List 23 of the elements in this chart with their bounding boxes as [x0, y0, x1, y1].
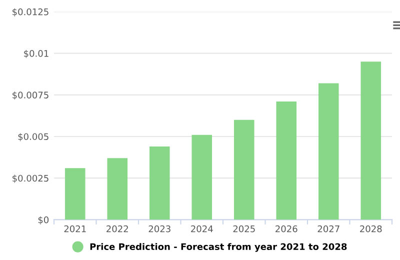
x-tick-label: 2028 — [360, 225, 382, 232]
bar — [107, 158, 128, 220]
y-tick-label: $0.0125 — [12, 8, 48, 16]
y-tick-label: $0.01 — [24, 50, 48, 58]
bar — [360, 62, 382, 220]
x-tick-label: 2021 — [64, 225, 86, 232]
x-tick-label: 2025 — [233, 225, 255, 232]
y-tick-label: $0 — [38, 216, 49, 224]
x-tick-label: 2026 — [276, 225, 298, 232]
bar — [234, 120, 254, 220]
bar — [149, 146, 170, 220]
x-tick-label: 2024 — [191, 225, 213, 232]
bar — [276, 102, 297, 220]
y-tick-label: $0.0025 — [12, 174, 48, 183]
bar — [318, 83, 339, 220]
legend-label: Price Prediction - Forecast from year 2021 to 2028 — [90, 243, 347, 252]
x-tick-label: 2022 — [106, 225, 128, 232]
y-tick-label: $0.0075 — [12, 91, 48, 100]
bar — [64, 168, 86, 220]
x-tick-label: 2027 — [318, 225, 340, 232]
x-tick-label: 2023 — [148, 225, 170, 232]
y-tick-label: $0.005 — [18, 133, 48, 142]
bar — [192, 134, 212, 220]
